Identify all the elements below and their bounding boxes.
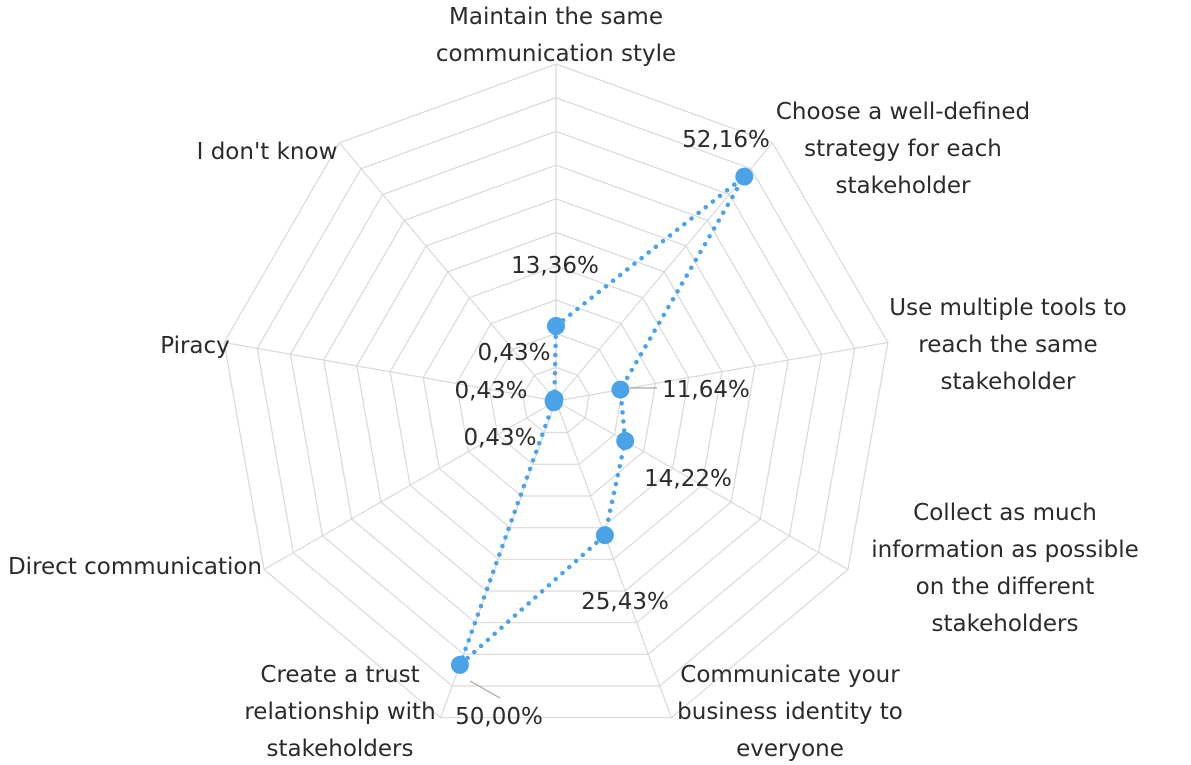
category-label: Communicate your business identity to ever… [677, 662, 903, 762]
data-label: 11,64% [662, 377, 750, 403]
data-label: 25,43% [581, 589, 669, 615]
data-label: 52,16% [682, 127, 770, 153]
grid-ring [488, 332, 624, 465]
data-label: 0,43% [454, 378, 527, 404]
category-label: Piracy [160, 333, 230, 359]
data-label: 14,22% [644, 466, 732, 492]
data-point [611, 380, 630, 399]
data-label: 0,43% [463, 425, 536, 451]
data-point [547, 317, 565, 335]
grid-ring [389, 231, 723, 560]
grid-ring [323, 164, 789, 624]
data-label: 0,43% [477, 340, 550, 366]
category-label: Collect as much information as possible on… [871, 500, 1139, 637]
data-point [595, 526, 614, 545]
grid-spoke [555, 400, 849, 571]
data-point [616, 431, 635, 450]
category-label: Direct communication [8, 554, 262, 580]
category-label: Choose a well-defined strategy for each st… [776, 99, 1030, 199]
radar-labels: Maintain the same communication style Choo… [8, 4, 1139, 762]
grid-ring [356, 198, 756, 592]
data-point [545, 390, 564, 409]
grid-spoke [555, 341, 889, 402]
grid-spoke [555, 142, 774, 402]
grid-ring [455, 299, 657, 497]
category-label: I don't know [197, 139, 338, 165]
grid-ring [422, 265, 690, 529]
grid-ring [223, 63, 889, 719]
leader-line [469, 680, 501, 699]
data-label: 50,00% [455, 704, 543, 730]
grid-ring [289, 130, 823, 655]
category-label: Create a trust relationship with stakehold… [244, 662, 435, 762]
data-point [735, 167, 754, 186]
radar-series [450, 167, 754, 674]
grid-spoke [223, 341, 557, 402]
category-label: Use multiple tools to reach the same stake… [889, 295, 1126, 395]
grid-spoke [555, 400, 672, 718]
grid-spoke [338, 142, 557, 402]
category-label: Maintain the same communication style [436, 4, 676, 67]
grid-ring [522, 366, 590, 434]
data-point [450, 655, 469, 674]
grid-spoke [263, 400, 557, 571]
grid-ring [256, 97, 856, 687]
data-label: 13,36% [511, 253, 599, 279]
